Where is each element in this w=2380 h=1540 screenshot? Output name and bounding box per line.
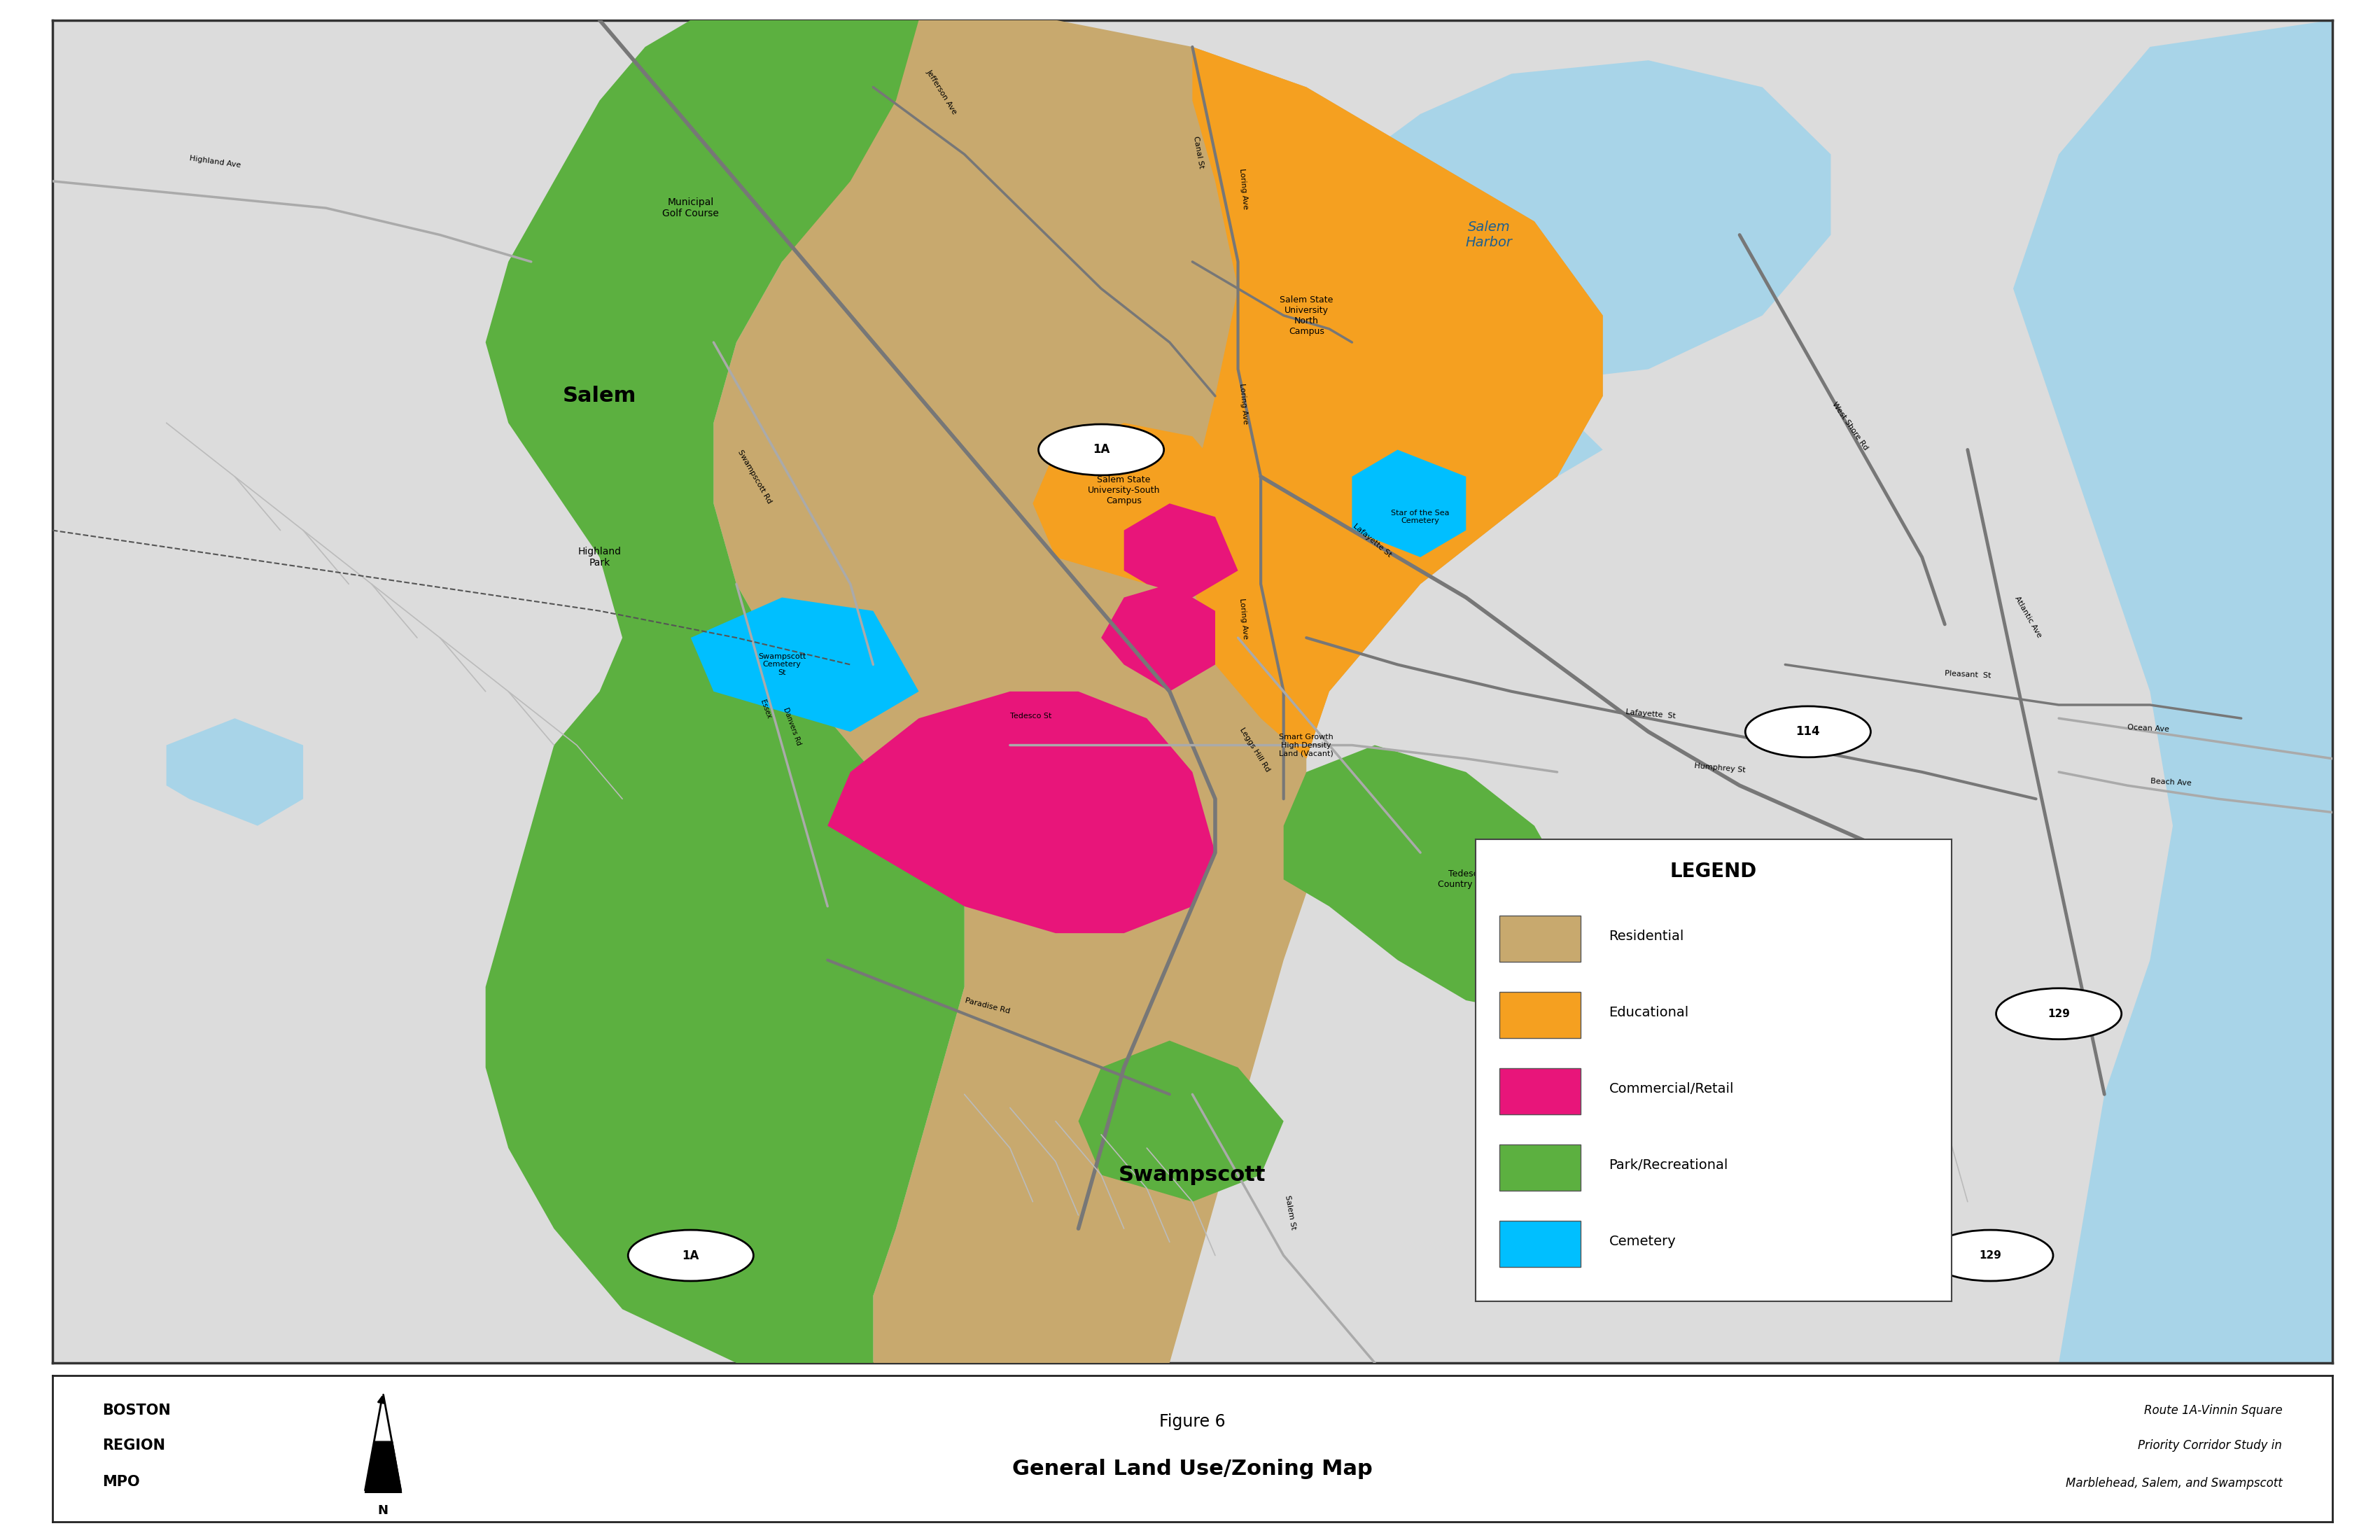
Polygon shape [1033, 424, 1238, 584]
Text: N: N [378, 1505, 388, 1517]
Text: Star of the Sea
Cemetery: Star of the Sea Cemetery [1392, 510, 1449, 525]
Text: Municipal
Golf Course: Municipal Golf Course [662, 197, 719, 219]
Polygon shape [1283, 745, 1580, 1013]
Text: Danvers Rd: Danvers Rd [783, 707, 802, 747]
Text: Salem: Salem [562, 387, 635, 407]
Text: 1A: 1A [1092, 444, 1109, 456]
Text: REGION: REGION [102, 1438, 167, 1452]
Polygon shape [1328, 60, 1830, 382]
Text: Paradise Rd: Paradise Rd [964, 998, 1011, 1015]
Text: Salem State
University-South
Campus: Salem State University-South Campus [1088, 474, 1159, 505]
Text: West Shore Rd: West Shore Rd [1830, 400, 1868, 451]
Polygon shape [1352, 424, 1466, 476]
Text: Highland Ave: Highland Ave [188, 156, 240, 169]
Text: Smart Growth
High Density
Land (Vacant): Smart Growth High Density Land (Vacant) [1278, 733, 1333, 756]
Ellipse shape [1038, 424, 1164, 476]
Text: Tedesco
Country Club: Tedesco Country Club [1438, 870, 1495, 889]
Text: Atlantic Ave: Atlantic Ave [2013, 596, 2042, 639]
Text: Beach Ave: Beach Ave [2149, 778, 2192, 787]
Polygon shape [690, 598, 919, 732]
Text: Figure 6: Figure 6 [1159, 1414, 1226, 1431]
Text: Canal St: Canal St [1192, 136, 1204, 169]
Text: Swampscott: Swampscott [1119, 1164, 1266, 1186]
Text: Leggs Hill Rd: Leggs Hill Rd [1238, 727, 1271, 773]
Polygon shape [1192, 46, 1602, 759]
FancyBboxPatch shape [1499, 1144, 1580, 1190]
Text: Salem St: Salem St [1283, 1195, 1297, 1230]
Polygon shape [167, 718, 302, 825]
Polygon shape [1102, 571, 1216, 638]
Polygon shape [2013, 20, 2332, 1363]
Text: Priority Corridor Study in: Priority Corridor Study in [2137, 1440, 2282, 1452]
Text: Park/Recreational: Park/Recreational [1609, 1158, 1728, 1172]
Polygon shape [828, 691, 1216, 933]
Text: Jefferson Ave: Jefferson Ave [926, 68, 959, 115]
Text: Marblehead: Marblehead [1668, 922, 1811, 944]
FancyBboxPatch shape [1499, 1220, 1580, 1266]
Text: Cemetery: Cemetery [1609, 1235, 1676, 1247]
Text: Essex: Essex [759, 699, 774, 719]
Text: Loring Ave: Loring Ave [1238, 383, 1250, 425]
Text: Lafayette St: Lafayette St [1352, 522, 1392, 559]
Text: Marblehead, Salem, and Swampscott: Marblehead, Salem, and Swampscott [2066, 1477, 2282, 1489]
Text: Highland
Park: Highland Park [578, 547, 621, 568]
Ellipse shape [628, 1230, 754, 1281]
Text: Loring Ave: Loring Ave [1238, 168, 1250, 209]
Text: Route 1A-Vinnin Square: Route 1A-Vinnin Square [2144, 1404, 2282, 1417]
Text: 129: 129 [1980, 1250, 2002, 1261]
Text: General Land Use/Zoning Map: General Land Use/Zoning Map [1011, 1458, 1373, 1478]
Ellipse shape [1928, 1230, 2054, 1281]
Text: Salem State
University
North
Campus: Salem State University North Campus [1280, 296, 1333, 336]
FancyBboxPatch shape [1499, 1069, 1580, 1115]
Text: Tedesco St: Tedesco St [1009, 713, 1052, 719]
Text: Commercial/Retail: Commercial/Retail [1609, 1083, 1733, 1095]
Polygon shape [1352, 450, 1466, 557]
Text: Lafayette  St: Lafayette St [1626, 708, 1676, 719]
Text: 1A: 1A [683, 1249, 700, 1261]
Polygon shape [1102, 584, 1216, 691]
Polygon shape [486, 20, 964, 1363]
Text: LEGEND: LEGEND [1671, 862, 1756, 881]
Text: Swampscott
Cemetery
St: Swampscott Cemetery St [759, 653, 807, 676]
Text: Humphrey St: Humphrey St [1695, 762, 1747, 773]
Text: 129: 129 [2047, 1009, 2071, 1019]
Polygon shape [1123, 504, 1238, 598]
Text: Pleasant  St: Pleasant St [1944, 670, 1992, 679]
FancyBboxPatch shape [1499, 915, 1580, 961]
Text: Educational: Educational [1609, 1006, 1690, 1019]
Text: Ocean Ave: Ocean Ave [2128, 724, 2168, 733]
Polygon shape [1078, 1041, 1283, 1201]
FancyBboxPatch shape [1499, 992, 1580, 1038]
Text: Salem
Harbor: Salem Harbor [1466, 220, 1511, 249]
Text: 114: 114 [1797, 725, 1821, 738]
Text: Loring Ave: Loring Ave [1238, 598, 1250, 639]
Text: MPO: MPO [102, 1475, 140, 1489]
Polygon shape [1102, 490, 1261, 571]
Polygon shape [1283, 316, 1602, 490]
Ellipse shape [1997, 989, 2121, 1040]
Polygon shape [714, 20, 1602, 1363]
Text: Swampscott Rd: Swampscott Rd [735, 448, 774, 505]
Ellipse shape [1745, 707, 1871, 758]
Text: BOSTON: BOSTON [102, 1403, 171, 1417]
Text: Residential: Residential [1609, 930, 1685, 942]
